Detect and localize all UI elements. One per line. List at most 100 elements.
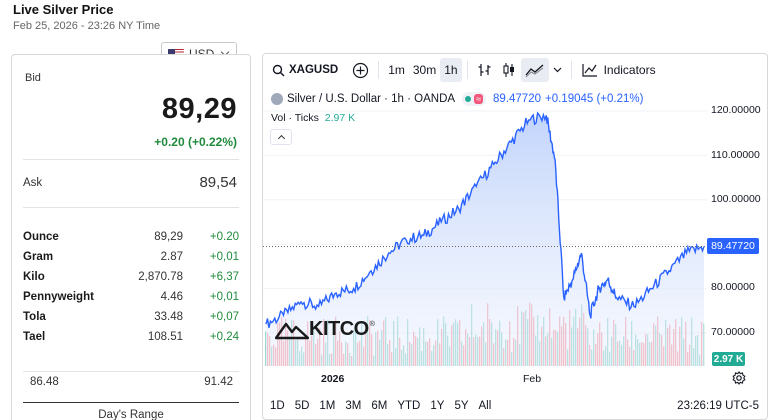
table-row: Tael 108.51 +0,24 [23, 327, 239, 347]
date-range-bar: 1D 5D 1M 3M 6M YTD 1Y 5Y All 23:26:19 UT… [263, 392, 767, 419]
range-ytd-button[interactable]: YTD [397, 400, 421, 412]
legend-last-price: 89.47720 [493, 93, 541, 105]
market-open-icon [465, 96, 472, 102]
symbol-label: XAGUSD [289, 64, 339, 76]
volume-value: 2.97 K [324, 112, 356, 124]
area-chart-icon [525, 64, 544, 78]
kitco-logo: KITCO ® [275, 318, 375, 341]
unit-name: Gram [23, 251, 54, 263]
range-5d-button[interactable]: 5D [294, 400, 310, 412]
unit-change: +6,37 [209, 271, 239, 283]
toolbar-divider [466, 61, 468, 79]
divider [23, 159, 239, 160]
bid-change: +0.20 (+0.22%) [154, 135, 237, 149]
y-tick-label: 70.00000 [711, 326, 755, 338]
market-status-badge[interactable]: ≈ [462, 92, 487, 106]
candles-chart-type-button[interactable] [497, 58, 521, 82]
unit-change: +0,01 [209, 251, 239, 263]
days-range-low: 86.48 [30, 376, 59, 388]
y-tick-label: 80.00000 [711, 281, 755, 293]
search-icon [272, 64, 285, 76]
price-line [265, 111, 705, 328]
last-price-tag: 89.47720 [707, 238, 759, 254]
chart-settings-button[interactable] [732, 371, 746, 390]
y-tick-label: 110.00000 [711, 149, 760, 161]
unit-price: 33.48 [154, 311, 183, 323]
symbol-logo-icon [271, 93, 283, 105]
range-1m-button[interactable]: 1M [319, 400, 336, 412]
unit-price: 89,29 [154, 231, 183, 243]
unit-price: 2.87 [160, 251, 183, 263]
toolbar-divider [378, 61, 380, 79]
unit-change: +0.20 [209, 231, 239, 243]
indicators-icon [581, 64, 597, 77]
unit-name: Pennyweight [23, 291, 94, 303]
interval-1h[interactable]: 1h [440, 58, 462, 82]
quote-panel: Bid 89,29 +0.20 (+0.22%) Ask 89,54 Ounce… [11, 54, 251, 420]
chevron-up-icon [277, 134, 285, 143]
unit-name: Tael [23, 331, 46, 343]
unit-change: +0,01 [209, 291, 239, 303]
volume-legend: Vol · Ticks 2.97 K [271, 112, 355, 124]
table-row: Tola 33.48 +0,07 [23, 307, 239, 327]
x-tick-label: Feb [523, 373, 542, 385]
kitco-mountain-icon [275, 322, 309, 339]
collapse-legend-button[interactable] [270, 129, 292, 145]
unit-price: 108.51 [147, 331, 183, 343]
indicators-label: Indicators [603, 63, 656, 77]
kitco-wordmark: KITCO [309, 318, 369, 340]
compare-button[interactable] [348, 58, 373, 82]
price-chart[interactable] [263, 54, 768, 420]
divider [23, 371, 239, 372]
ask-price: 89,54 [199, 174, 237, 191]
page-title: Live Silver Price [13, 2, 114, 17]
instrument-name: Silver / U.S. Dollar · 1h · OANDA [287, 93, 456, 105]
gear-icon [732, 371, 746, 385]
range-3m-button[interactable]: 3M [345, 400, 362, 412]
range-5y-button[interactable]: 5Y [454, 400, 469, 412]
x-tick-label: 2026 [321, 373, 345, 385]
days-range-label: Day's Range [98, 409, 164, 420]
interval-30m[interactable]: 30m [412, 63, 437, 77]
bid-label: Bid [25, 72, 41, 84]
ohlc-bars-icon [478, 64, 491, 76]
interval-1m[interactable]: 1m [388, 63, 405, 77]
unit-prices-table: Ounce 89,29 +0.20 Gram 2.87 +0,01 Kilo 2… [23, 227, 239, 347]
unit-price: 4.46 [160, 291, 183, 303]
delayed-data-icon: ≈ [474, 94, 484, 104]
bid-price: 89,29 [161, 93, 237, 125]
unit-name: Ounce [23, 231, 59, 243]
chart-widget: XAGUSD 1m 30m 1h Indicators Silver / U.S… [262, 53, 768, 420]
plus-circle-icon [353, 62, 369, 78]
range-1d-button[interactable]: 1D [270, 400, 285, 412]
days-range-high: 91.42 [204, 376, 233, 388]
legend-change: +0.19045 (+0.21%) [545, 93, 644, 105]
table-row: Kilo 2,870.78 +6,37 [23, 267, 239, 287]
y-tick-label: 100.00000 [711, 193, 761, 205]
table-row: Gram 2.87 +0,01 [23, 247, 239, 267]
unit-name: Kilo [23, 271, 45, 283]
volume-bar [265, 331, 267, 366]
range-all-button[interactable]: All [478, 400, 492, 412]
volume-tag: 2.97 K [712, 352, 745, 366]
volume-label: Vol · Ticks [271, 112, 319, 124]
chevron-down-icon [553, 67, 562, 73]
days-range-bar [23, 402, 239, 403]
range-6m-button[interactable]: 6M [371, 400, 388, 412]
y-tick-label: 120.00000 [711, 104, 761, 116]
chart-legend: Silver / U.S. Dollar · 1h · OANDA ≈ 89.4… [271, 92, 643, 106]
unit-change: +0,24 [209, 331, 239, 343]
chart-clock[interactable]: 23:26:19 UTC-5 [677, 400, 759, 412]
price-area [266, 113, 704, 366]
symbol-search[interactable]: XAGUSD [272, 64, 338, 77]
table-row: Ounce 89,29 +0.20 [23, 227, 239, 247]
range-1y-button[interactable]: 1Y [430, 400, 445, 412]
chart-toolbar: XAGUSD 1m 30m 1h Indicators [263, 54, 767, 86]
toolbar-divider [570, 61, 572, 79]
area-chart-type-button[interactable] [520, 58, 549, 82]
unit-price: 2,870.78 [138, 271, 183, 283]
indicators-button[interactable]: Indicators [577, 58, 660, 82]
unit-name: Tola [23, 311, 46, 323]
bar-chart-type-button[interactable] [473, 58, 497, 82]
chart-type-dropdown[interactable] [549, 58, 566, 82]
